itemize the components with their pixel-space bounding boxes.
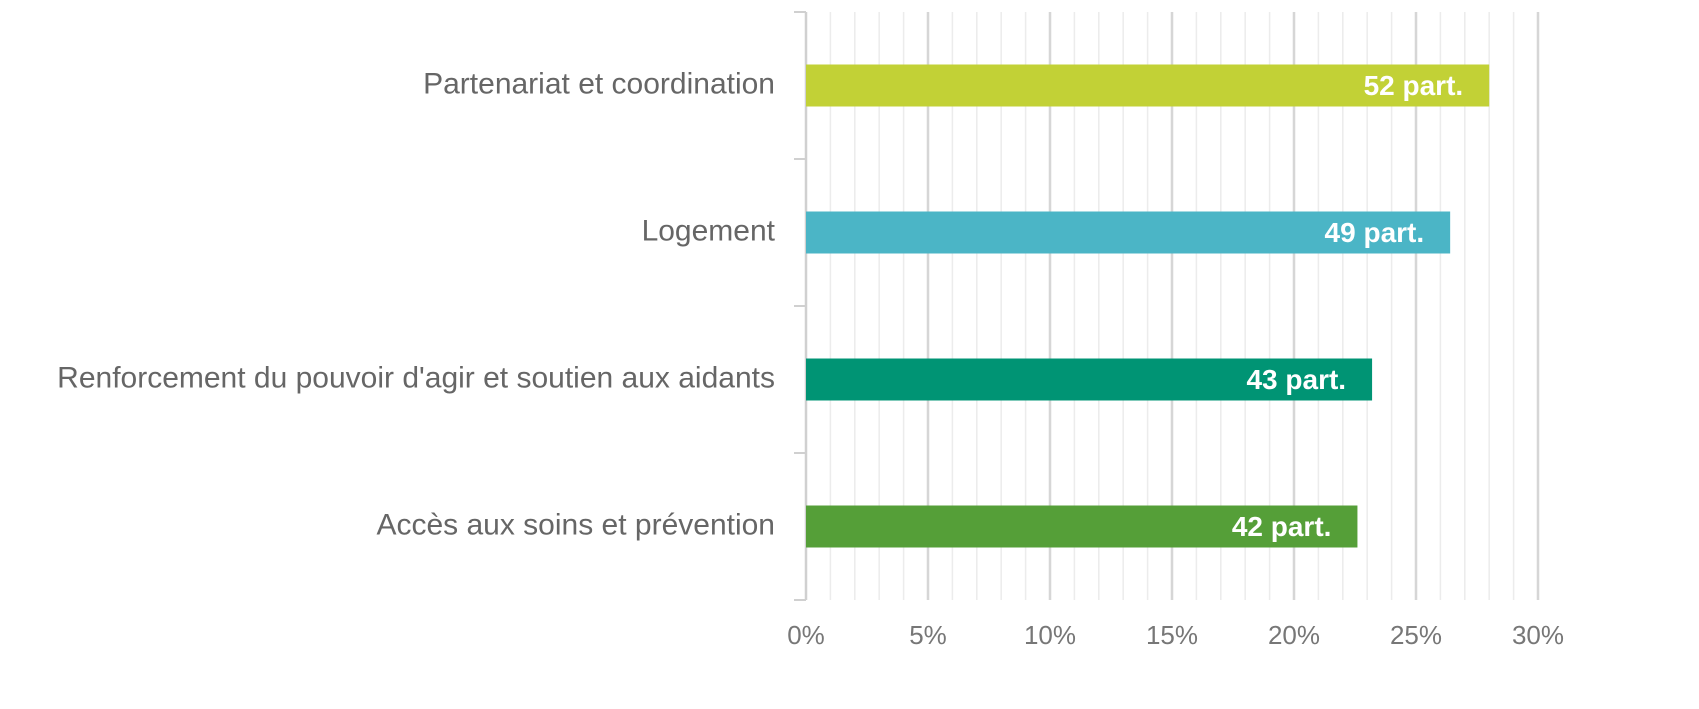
x-tick-label: 20%: [1268, 620, 1320, 650]
bar: [806, 64, 1490, 107]
bar: [806, 505, 1358, 548]
x-tick-label: 10%: [1024, 620, 1076, 650]
x-tick-label: 25%: [1390, 620, 1442, 650]
bar: [806, 358, 1373, 401]
x-tick-label: 15%: [1146, 620, 1198, 650]
x-tick-label: 0%: [787, 620, 825, 650]
y-tick-label: Renforcement du pouvoir d'agir et soutie…: [57, 361, 775, 394]
bar: [806, 211, 1451, 254]
bar-label: 49 part.: [1325, 217, 1425, 248]
x-tick-label: 30%: [1512, 620, 1564, 650]
bar-label: 43 part.: [1246, 364, 1346, 395]
y-tick-label: Logement: [642, 214, 776, 247]
y-tick-label: Partenariat et coordination: [423, 67, 775, 100]
bar-label: 42 part.: [1232, 511, 1332, 542]
bar-label: 52 part.: [1364, 70, 1464, 101]
y-tick-label: Accès aux soins et prévention: [376, 508, 775, 541]
x-tick-label: 5%: [909, 620, 947, 650]
